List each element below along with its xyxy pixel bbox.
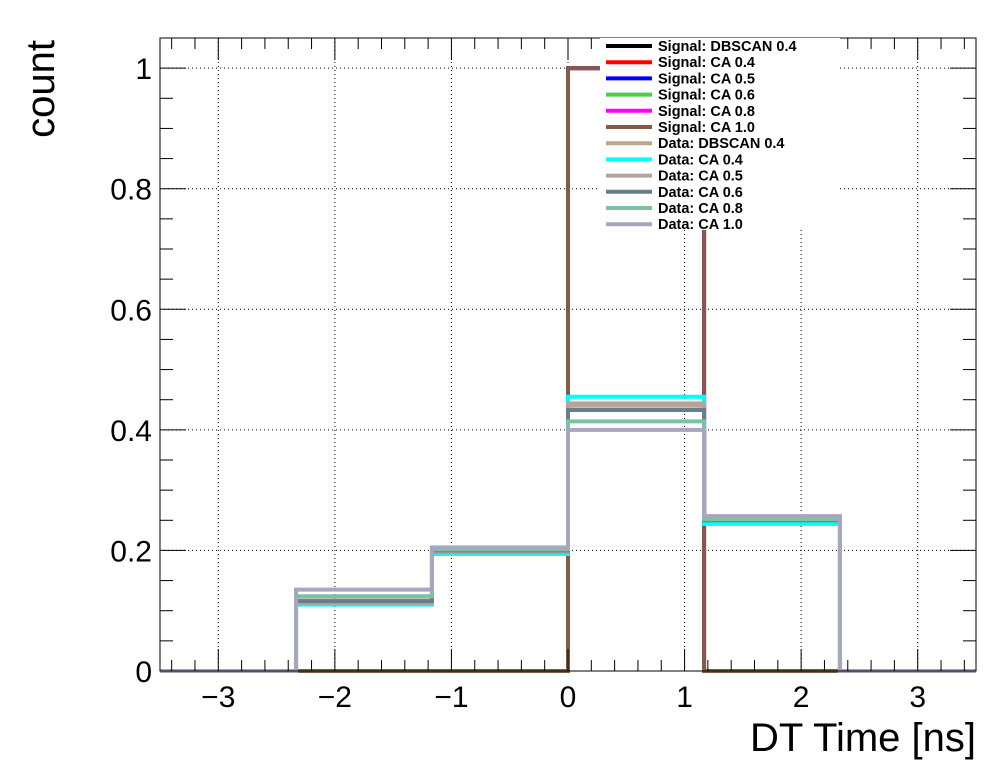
- legend-label-5: Signal: CA 1.0: [658, 120, 755, 136]
- x-tick-label-0: −3: [201, 681, 235, 714]
- legend-label-6: Data: DBSCAN 0.4: [658, 136, 785, 152]
- x-tick-label-1: −2: [318, 681, 352, 714]
- legend-label-4: Signal: CA 0.8: [658, 104, 755, 120]
- legend-background: [600, 38, 840, 230]
- legend-label-3: Signal: CA 0.6: [658, 88, 755, 104]
- y-tick-label-5: 1: [135, 53, 152, 86]
- y-axis-title: count: [19, 40, 63, 138]
- legend-label-0: Signal: DBSCAN 0.4: [658, 39, 797, 55]
- legend-label-7: Data: CA 0.4: [658, 152, 743, 168]
- x-tick-label-3: 0: [560, 681, 577, 714]
- legend-label-1: Signal: CA 0.4: [658, 55, 755, 71]
- legend-label-10: Data: CA 0.8: [658, 201, 743, 217]
- x-tick-label-6: 3: [909, 681, 926, 714]
- tick-labels: −3 −2 −1 0 1 2 3 0 0.2 0.4 0.6 0.8 1: [110, 53, 926, 714]
- y-tick-label-3: 0.6: [110, 294, 152, 327]
- y-tick-label-0: 0: [135, 656, 152, 689]
- series-11-histogram: [160, 427, 976, 673]
- x-axis-title: DT Time [ns]: [750, 716, 976, 760]
- y-tick-label-1: 0.2: [110, 535, 152, 568]
- x-tick-label-5: 2: [793, 681, 810, 714]
- legend-label-11: Data: CA 1.0: [658, 217, 743, 233]
- y-tick-label-2: 0.4: [110, 415, 152, 448]
- x-tick-label-2: −1: [434, 681, 468, 714]
- x-tick-label-4: 1: [676, 681, 693, 714]
- y-tick-label-4: 0.8: [110, 174, 152, 207]
- legend-label-2: Signal: CA 0.5: [658, 71, 755, 87]
- legend-label-9: Data: CA 0.6: [658, 185, 743, 201]
- legend-label-8: Data: CA 0.5: [658, 169, 743, 185]
